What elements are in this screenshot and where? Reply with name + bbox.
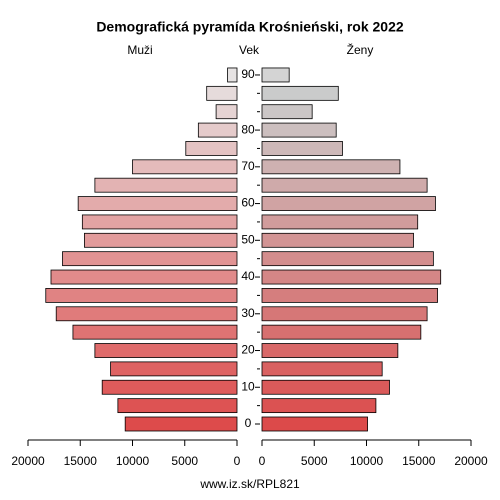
bar [261, 288, 438, 303]
bar [261, 122, 337, 138]
y-tick-label: 50 [241, 232, 255, 246]
bar [261, 306, 428, 322]
bar [261, 269, 442, 285]
bar [72, 324, 238, 340]
bar [261, 416, 368, 432]
y-tick-label: 30 [241, 306, 255, 320]
y-tick-label: 20 [241, 343, 255, 357]
x-tick-label: 0 [259, 454, 266, 468]
bar [94, 177, 238, 193]
x-tick-label: 0 [234, 454, 241, 468]
bar [261, 141, 343, 156]
bar [261, 67, 290, 83]
x-tick-label: 15000 [64, 454, 98, 468]
bar [261, 159, 401, 175]
y-tick-label: 80 [241, 122, 255, 136]
x-tick-label: 15000 [402, 454, 436, 468]
bar [117, 398, 238, 414]
bar [101, 379, 238, 395]
bar [185, 141, 238, 156]
bar [261, 177, 428, 193]
bar [261, 85, 339, 101]
axis-title: Vek [239, 43, 260, 57]
bar [261, 214, 419, 230]
bar [261, 343, 399, 358]
bar [261, 361, 383, 377]
chart-title: Demografická pyramída Krośnieński, rok 2… [96, 19, 404, 35]
bar [261, 379, 390, 395]
bar [77, 196, 238, 211]
bar [261, 104, 313, 120]
x-tick-label: 5000 [171, 454, 198, 468]
bar [261, 232, 414, 248]
bar [206, 85, 238, 101]
y-tick-label: 90 [241, 67, 255, 81]
bar [215, 104, 238, 120]
x-tick-label: 5000 [301, 454, 328, 468]
bar [55, 306, 238, 322]
bar [261, 196, 436, 211]
bar [94, 343, 238, 358]
bar [261, 324, 422, 340]
bar [81, 214, 238, 230]
bar [124, 416, 238, 432]
x-tick-label: 20000 [11, 454, 45, 468]
legend-right: Ženy [347, 42, 374, 57]
y-tick-label: 60 [241, 196, 255, 210]
bar [261, 398, 377, 414]
bar [132, 159, 238, 175]
bar [261, 251, 434, 267]
bar [50, 269, 238, 285]
x-tick-label: 10000 [116, 454, 150, 468]
bar [84, 232, 238, 248]
source: www.iz.sk/RPL821 [199, 477, 300, 491]
x-tick-label: 20000 [454, 454, 488, 468]
y-tick-label: 0 [245, 416, 252, 430]
y-tick-label: 40 [241, 269, 255, 283]
legend-left: Muži [127, 43, 152, 57]
bar [110, 361, 238, 377]
x-tick-label: 10000 [350, 454, 384, 468]
y-tick-label: 10 [241, 379, 255, 393]
bar [62, 251, 238, 267]
y-tick-label: 70 [241, 159, 255, 173]
bar [197, 122, 238, 138]
bar [227, 67, 238, 83]
bar [45, 288, 238, 303]
